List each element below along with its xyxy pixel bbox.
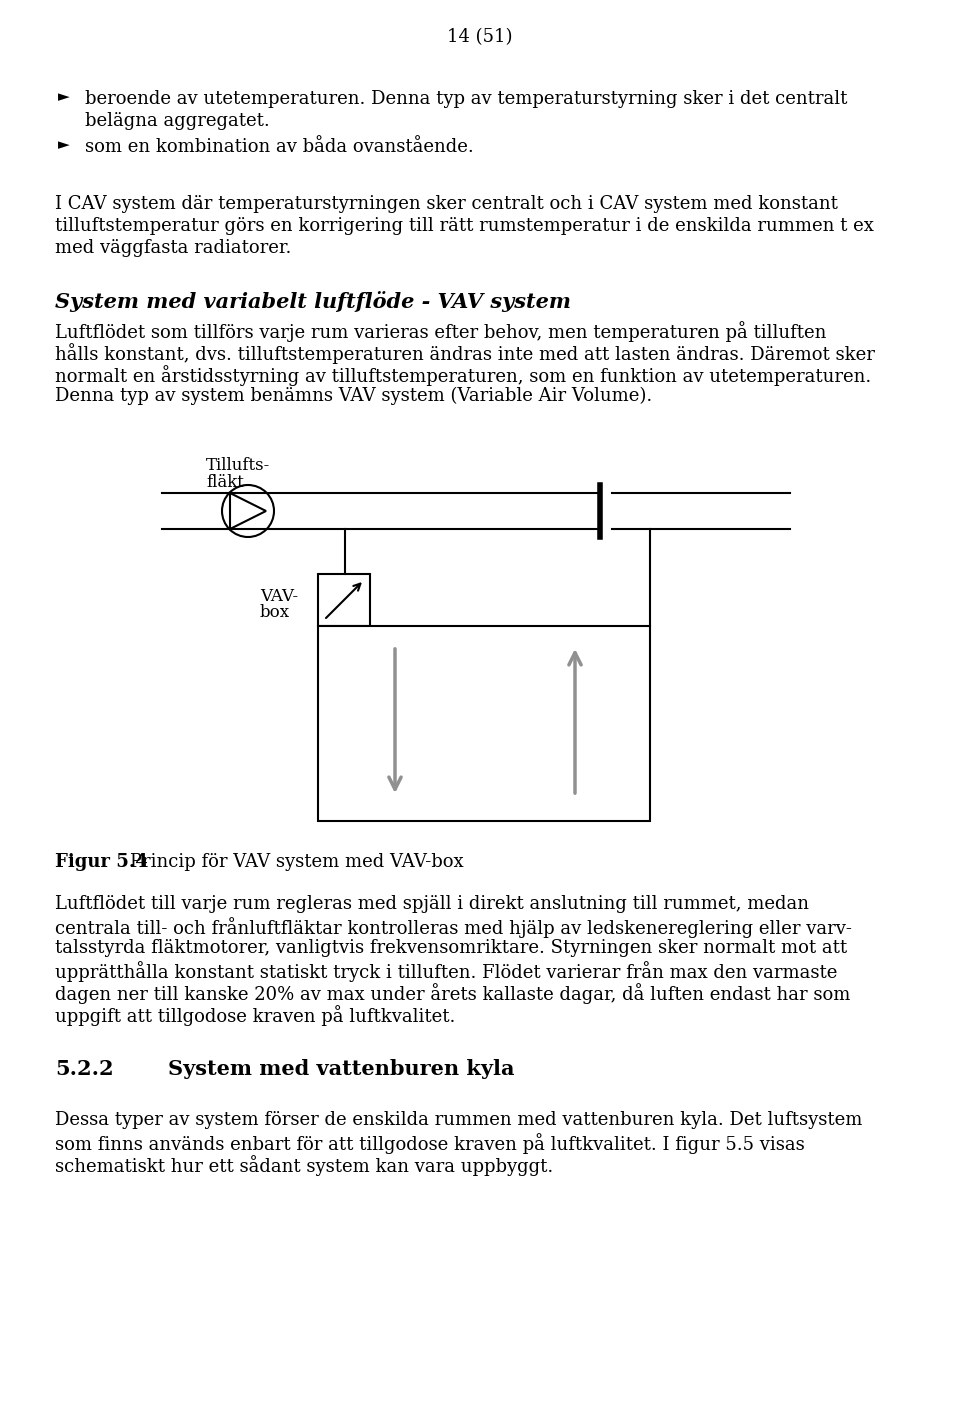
Text: Dessa typer av system förser de enskilda rummen med vattenburen kyla. Det luftsy: Dessa typer av system förser de enskilda…: [55, 1111, 862, 1130]
Text: box: box: [260, 604, 290, 621]
Text: Figur 5.4: Figur 5.4: [55, 853, 148, 871]
Text: hålls konstant, dvs. tilluftstemperaturen ändras inte med att lasten ändras. Där: hålls konstant, dvs. tilluftstemperature…: [55, 343, 875, 364]
Text: ►: ►: [58, 138, 70, 152]
Text: dagen ner till kanske 20% av max under årets kallaste dagar, då luften endast ha: dagen ner till kanske 20% av max under å…: [55, 983, 851, 1004]
Text: System med variabelt luftflöde - VAV system: System med variabelt luftflöde - VAV sys…: [55, 291, 571, 312]
Text: belägna aggregatet.: belägna aggregatet.: [85, 112, 270, 130]
Text: beroende av utetemperaturen. Denna typ av temperaturstyrning sker i det centralt: beroende av utetemperaturen. Denna typ a…: [85, 90, 848, 107]
Text: talsstyrda fläktmotorer, vanligtvis frekvensomriktare. Styrningen sker normalt m: talsstyrda fläktmotorer, vanligtvis frek…: [55, 939, 847, 957]
Text: VAV-: VAV-: [260, 587, 299, 604]
Text: Princip för VAV system med VAV-box: Princip för VAV system med VAV-box: [130, 853, 464, 871]
Text: 14 (51): 14 (51): [447, 28, 513, 47]
Text: I CAV system där temperaturstyrningen sker centralt och i CAV system med konstan: I CAV system där temperaturstyrningen sk…: [55, 195, 838, 213]
Text: uppgift att tillgodose kraven på luftkvalitet.: uppgift att tillgodose kraven på luftkva…: [55, 1005, 455, 1027]
Text: Luftflödet till varje rum regleras med spjäll i direkt anslutning till rummet, m: Luftflödet till varje rum regleras med s…: [55, 895, 809, 914]
Text: System med vattenburen kyla: System med vattenburen kyla: [168, 1059, 515, 1079]
Text: normalt en årstidsstyrning av tilluftstemperaturen, som en funktion av utetemper: normalt en årstidsstyrning av tilluftste…: [55, 364, 872, 385]
Text: Tillufts-: Tillufts-: [206, 457, 271, 474]
Text: upprätthålla konstant statiskt tryck i tilluften. Flödet varierar från max den v: upprätthålla konstant statiskt tryck i t…: [55, 962, 837, 981]
Text: med väggfasta radiatorer.: med väggfasta radiatorer.: [55, 239, 292, 257]
Text: ►: ►: [58, 90, 70, 104]
Bar: [318, 575, 370, 626]
Text: som finns används enbart för att tillgodose kraven på luftkvalitet. I figur 5.5 : som finns används enbart för att tillgod…: [55, 1132, 804, 1154]
Text: schematiskt hur ett sådant system kan vara uppbyggt.: schematiskt hur ett sådant system kan va…: [55, 1155, 553, 1176]
Text: tilluftstemperatur görs en korrigering till rätt rumstemperatur i de enskilda ru: tilluftstemperatur görs en korrigering t…: [55, 217, 874, 234]
Text: fläkt: fläkt: [206, 474, 244, 491]
Bar: [318, 626, 650, 820]
Text: som en kombination av båda ovanstående.: som en kombination av båda ovanstående.: [85, 138, 473, 155]
Text: centrala till- och frånluftfläktar kontrolleras med hjälp av ledskenereglering e: centrala till- och frånluftfläktar kontr…: [55, 916, 852, 938]
Text: Luftflödet som tillförs varje rum varieras efter behov, men temperaturen på till: Luftflödet som tillförs varje rum varier…: [55, 321, 827, 342]
Text: 5.2.2: 5.2.2: [55, 1059, 113, 1079]
Text: Denna typ av system benämns VAV system (Variable Air Volume).: Denna typ av system benämns VAV system (…: [55, 387, 652, 405]
